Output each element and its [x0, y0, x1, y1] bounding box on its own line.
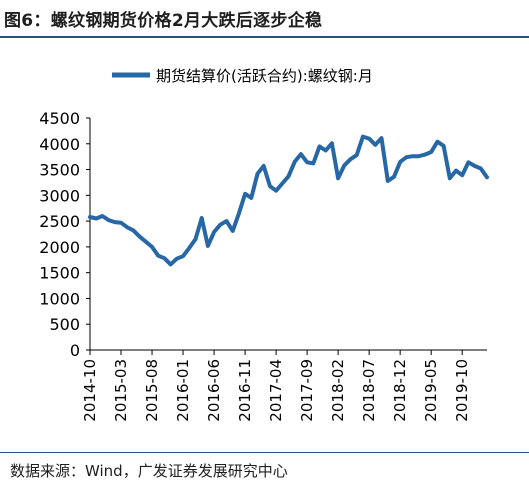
y-tick-label: 2000 — [39, 238, 80, 257]
y-tick-label: 3500 — [39, 161, 80, 180]
data-point — [275, 189, 278, 192]
x-tick-label: 2014-10 — [81, 359, 99, 422]
data-point — [206, 244, 209, 247]
data-point — [213, 230, 216, 233]
data-point — [138, 235, 141, 238]
plot-area — [88, 134, 489, 267]
x-tick-label: 2018-02 — [329, 359, 347, 422]
data-point — [268, 185, 271, 188]
data-point — [479, 167, 482, 170]
data-point — [175, 257, 178, 260]
data-point — [262, 164, 265, 167]
data-point — [120, 221, 123, 224]
x-tick-label: 2016-01 — [174, 359, 192, 422]
y-tick-label: 3000 — [39, 186, 80, 205]
chart-legend: 期货结算价(活跃合约):螺纹钢:月 — [112, 67, 373, 85]
data-point — [132, 229, 135, 232]
x-tick-label: 2016-11 — [236, 359, 254, 422]
data-point — [380, 137, 383, 140]
data-point — [287, 175, 290, 178]
y-tick-label: 2500 — [39, 212, 80, 231]
y-tick-label: 1500 — [39, 264, 80, 283]
y-tick-label: 4500 — [39, 109, 80, 128]
data-point — [349, 158, 352, 161]
data-point — [454, 169, 457, 172]
data-point — [219, 223, 222, 226]
data-point — [368, 137, 371, 140]
x-tick-label: 2019-05 — [422, 359, 440, 422]
x-tick-label: 2017-04 — [267, 359, 285, 422]
source-note: 数据来源：Wind，广发证券发展研究中心 — [10, 462, 288, 480]
data-point — [194, 238, 197, 241]
data-point — [237, 212, 240, 215]
data-point — [101, 214, 104, 217]
x-tick-label: 2015-08 — [143, 359, 161, 422]
data-point — [486, 176, 489, 179]
data-point — [188, 246, 191, 249]
data-point — [330, 142, 333, 145]
data-point — [182, 255, 185, 258]
data-point — [361, 135, 364, 138]
x-axis: 2014-10 2015-03 2015-08 2016-01 2016-06 2016-… — [81, 349, 487, 422]
data-point — [312, 162, 315, 165]
data-point — [151, 245, 154, 248]
x-tick-label: 2015-03 — [112, 359, 130, 422]
data-point — [163, 257, 166, 260]
x-tick-label: 2017-09 — [298, 359, 316, 422]
data-point — [95, 217, 98, 220]
data-point — [250, 196, 253, 199]
data-point — [392, 175, 395, 178]
data-point — [306, 161, 309, 164]
y-axis: 0 500 1000 1500 2000 2500 3000 3500 4000 4500 — [39, 109, 91, 360]
y-tick-label: 0 — [70, 341, 80, 360]
data-point — [405, 156, 408, 159]
data-point — [448, 177, 451, 180]
data-point — [231, 229, 234, 232]
figure-title: 图6：螺纹钢期货价格2月大跌后逐步企稳 — [4, 11, 323, 31]
data-point — [436, 140, 439, 143]
data-point — [473, 164, 476, 167]
data-point — [89, 215, 92, 218]
data-point — [256, 172, 259, 175]
data-point — [442, 144, 445, 147]
x-tick-label: 2018-12 — [391, 359, 409, 422]
title-rule — [0, 36, 529, 38]
y-tick-label: 4000 — [39, 135, 80, 154]
data-point — [423, 153, 426, 156]
data-point — [107, 219, 110, 222]
x-tick-label: 2018-07 — [360, 359, 378, 422]
x-tick-label: 2019-10 — [453, 359, 471, 422]
x-tick-label: 2016-06 — [205, 359, 223, 422]
data-point — [417, 155, 420, 158]
data-point — [293, 160, 296, 163]
data-point — [144, 240, 147, 243]
data-point — [126, 226, 129, 229]
data-point — [430, 151, 433, 154]
data-point — [343, 164, 346, 167]
data-point — [399, 160, 402, 163]
data-point — [281, 182, 284, 185]
data-point — [169, 263, 172, 266]
data-point — [386, 179, 389, 182]
data-point — [157, 254, 160, 257]
data-point — [299, 153, 302, 156]
legend-label: 期货结算价(活跃合约):螺纹钢:月 — [156, 67, 373, 85]
y-tick-label: 500 — [49, 315, 80, 334]
data-point — [337, 177, 340, 180]
data-point — [411, 155, 414, 158]
data-point — [374, 143, 377, 146]
data-point — [355, 154, 358, 157]
line-chart: 期货结算价(活跃合约):螺纹钢:月 0 500 1000 1500 2000 2500 30… — [39, 67, 489, 422]
data-point — [113, 221, 116, 224]
data-point — [467, 161, 470, 164]
footer-rule — [0, 452, 529, 453]
data-point — [200, 217, 203, 220]
data-point — [318, 145, 321, 148]
data-point — [225, 220, 228, 223]
data-point — [324, 149, 327, 152]
series-line — [88, 134, 489, 267]
data-point — [461, 174, 464, 177]
data-point — [244, 192, 247, 195]
y-tick-label: 1000 — [39, 289, 80, 308]
